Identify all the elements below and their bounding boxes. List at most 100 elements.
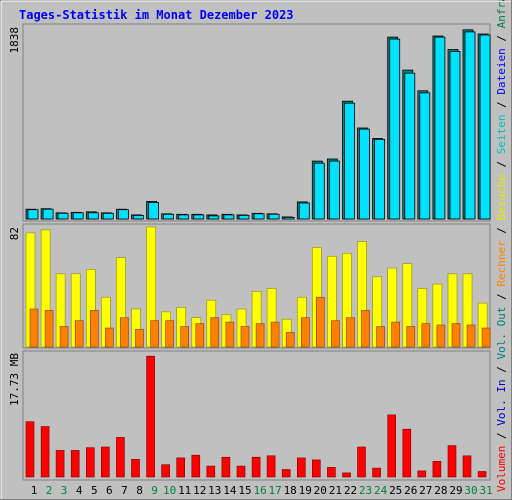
bar-rechner <box>270 321 280 348</box>
bar-rechner <box>361 310 370 348</box>
bar-dateien <box>313 162 325 220</box>
bar-volumen <box>251 456 261 478</box>
bar-rechner <box>180 326 189 348</box>
bar-dateien <box>102 212 114 220</box>
x-tick-label: 10 <box>163 484 176 497</box>
volume-bars <box>25 355 487 478</box>
bar-dateien <box>268 213 280 220</box>
bar-rechner <box>150 320 159 348</box>
bar-volumen <box>101 446 110 478</box>
volume-ymax-label: 17.73 MB <box>8 353 21 406</box>
x-tick-label: 31 <box>479 484 492 497</box>
x-tick-label: 2 <box>46 484 53 497</box>
x-tick-label: 30 <box>464 484 477 497</box>
bar-dateien <box>223 214 235 220</box>
bar-rechner <box>481 327 491 348</box>
x-tick-label: 16 <box>253 484 266 497</box>
bar-volumen <box>86 447 95 478</box>
bar-dateien <box>118 209 129 220</box>
bar-dateien <box>208 215 220 220</box>
bar-rechner <box>90 310 99 348</box>
bar-volumen <box>266 455 276 478</box>
bar-rechner <box>105 327 114 348</box>
bar-volumen <box>402 428 412 478</box>
bar-volumen <box>296 457 306 478</box>
bar-rechner <box>300 317 310 348</box>
bar-dateien <box>148 202 160 220</box>
bar-dateien <box>238 214 250 220</box>
x-tick-label: 25 <box>389 484 402 497</box>
bar-volumen <box>55 450 65 478</box>
bar-rechner <box>346 317 355 348</box>
bar-dateien <box>464 31 476 220</box>
bar-rechner <box>59 326 69 348</box>
legend-item: Vol. Out <box>495 307 508 360</box>
x-tick-label: 15 <box>238 484 251 497</box>
bar-rechner <box>331 320 340 348</box>
bar-dateien <box>87 212 99 220</box>
bar-dateien <box>374 138 386 220</box>
legend-item: Volumen <box>495 446 508 492</box>
legend-item: Besuche <box>495 174 508 220</box>
bar-dateien <box>389 38 401 220</box>
x-tick-label: 28 <box>434 484 447 497</box>
chart-title: Tages-Statistik im Monat Dezember 2023 <box>19 8 294 22</box>
bar-rechner <box>225 321 235 348</box>
x-tick-label: 18 <box>284 484 297 497</box>
bar-dateien <box>27 209 39 220</box>
bar-dateien <box>344 102 355 220</box>
bar-dateien <box>163 213 175 220</box>
x-tick-label: 19 <box>299 484 312 497</box>
bar-volumen <box>387 414 397 478</box>
legend-separator: / <box>495 154 508 174</box>
x-tick-label: 9 <box>151 484 158 497</box>
bar-volumen <box>372 467 381 478</box>
bar-volumen <box>25 421 35 478</box>
x-tick-label: 14 <box>223 484 237 497</box>
bar-dateien <box>193 214 205 220</box>
bar-rechner <box>74 320 84 348</box>
bar-volumen <box>417 470 427 478</box>
x-tick-label: 7 <box>121 484 128 497</box>
bar-volumen <box>146 355 155 478</box>
legend-item: Dateien <box>495 48 508 94</box>
bar-dateien <box>404 72 416 220</box>
bar-dateien <box>42 208 54 220</box>
bar-volumen <box>357 446 366 478</box>
bar-rechner <box>44 310 54 348</box>
bar-dateien <box>434 36 446 220</box>
bar-volumen <box>477 471 487 478</box>
bar-volumen <box>40 426 50 478</box>
bar-rechner <box>376 326 385 348</box>
bar-rechner <box>120 317 129 348</box>
x-tick-label: 1 <box>31 484 38 497</box>
bar-dateien <box>479 34 491 220</box>
bar-rechner <box>406 326 416 348</box>
x-tick-label: 29 <box>449 484 462 497</box>
bar-rechner <box>285 332 295 348</box>
visits-ymax-label: 82 <box>8 227 21 240</box>
bar-volumen <box>462 455 472 478</box>
bar-dateien <box>72 212 84 220</box>
bar-volumen <box>206 465 216 478</box>
x-tick-label: 12 <box>193 484 206 497</box>
x-axis-day-labels: 1 2 3 4 5 6 7 8 9 10 11 12 13 14 15 16 17 18 19 20 21 22 23 24 2… <box>31 484 493 497</box>
bar-volumen <box>191 454 201 478</box>
bar-dateien <box>359 128 370 220</box>
bar-rechner <box>255 323 265 348</box>
legend-item: Vol. In <box>495 379 508 425</box>
hits-ymax-label: 1838 <box>8 27 21 54</box>
bar-rechner <box>165 320 174 348</box>
bar-volumen <box>281 469 291 478</box>
bar-rechner <box>466 324 476 348</box>
x-tick-label: 11 <box>178 484 191 497</box>
x-tick-label: 6 <box>106 484 113 497</box>
bar-volumen <box>432 460 442 478</box>
legend-item: Rechner <box>495 240 508 287</box>
x-tick-label: 4 <box>76 484 83 497</box>
bar-volumen <box>70 450 80 478</box>
x-tick-label: 13 <box>208 484 221 497</box>
x-tick-label: 22 <box>344 484 357 497</box>
bar-rechner <box>315 296 325 348</box>
